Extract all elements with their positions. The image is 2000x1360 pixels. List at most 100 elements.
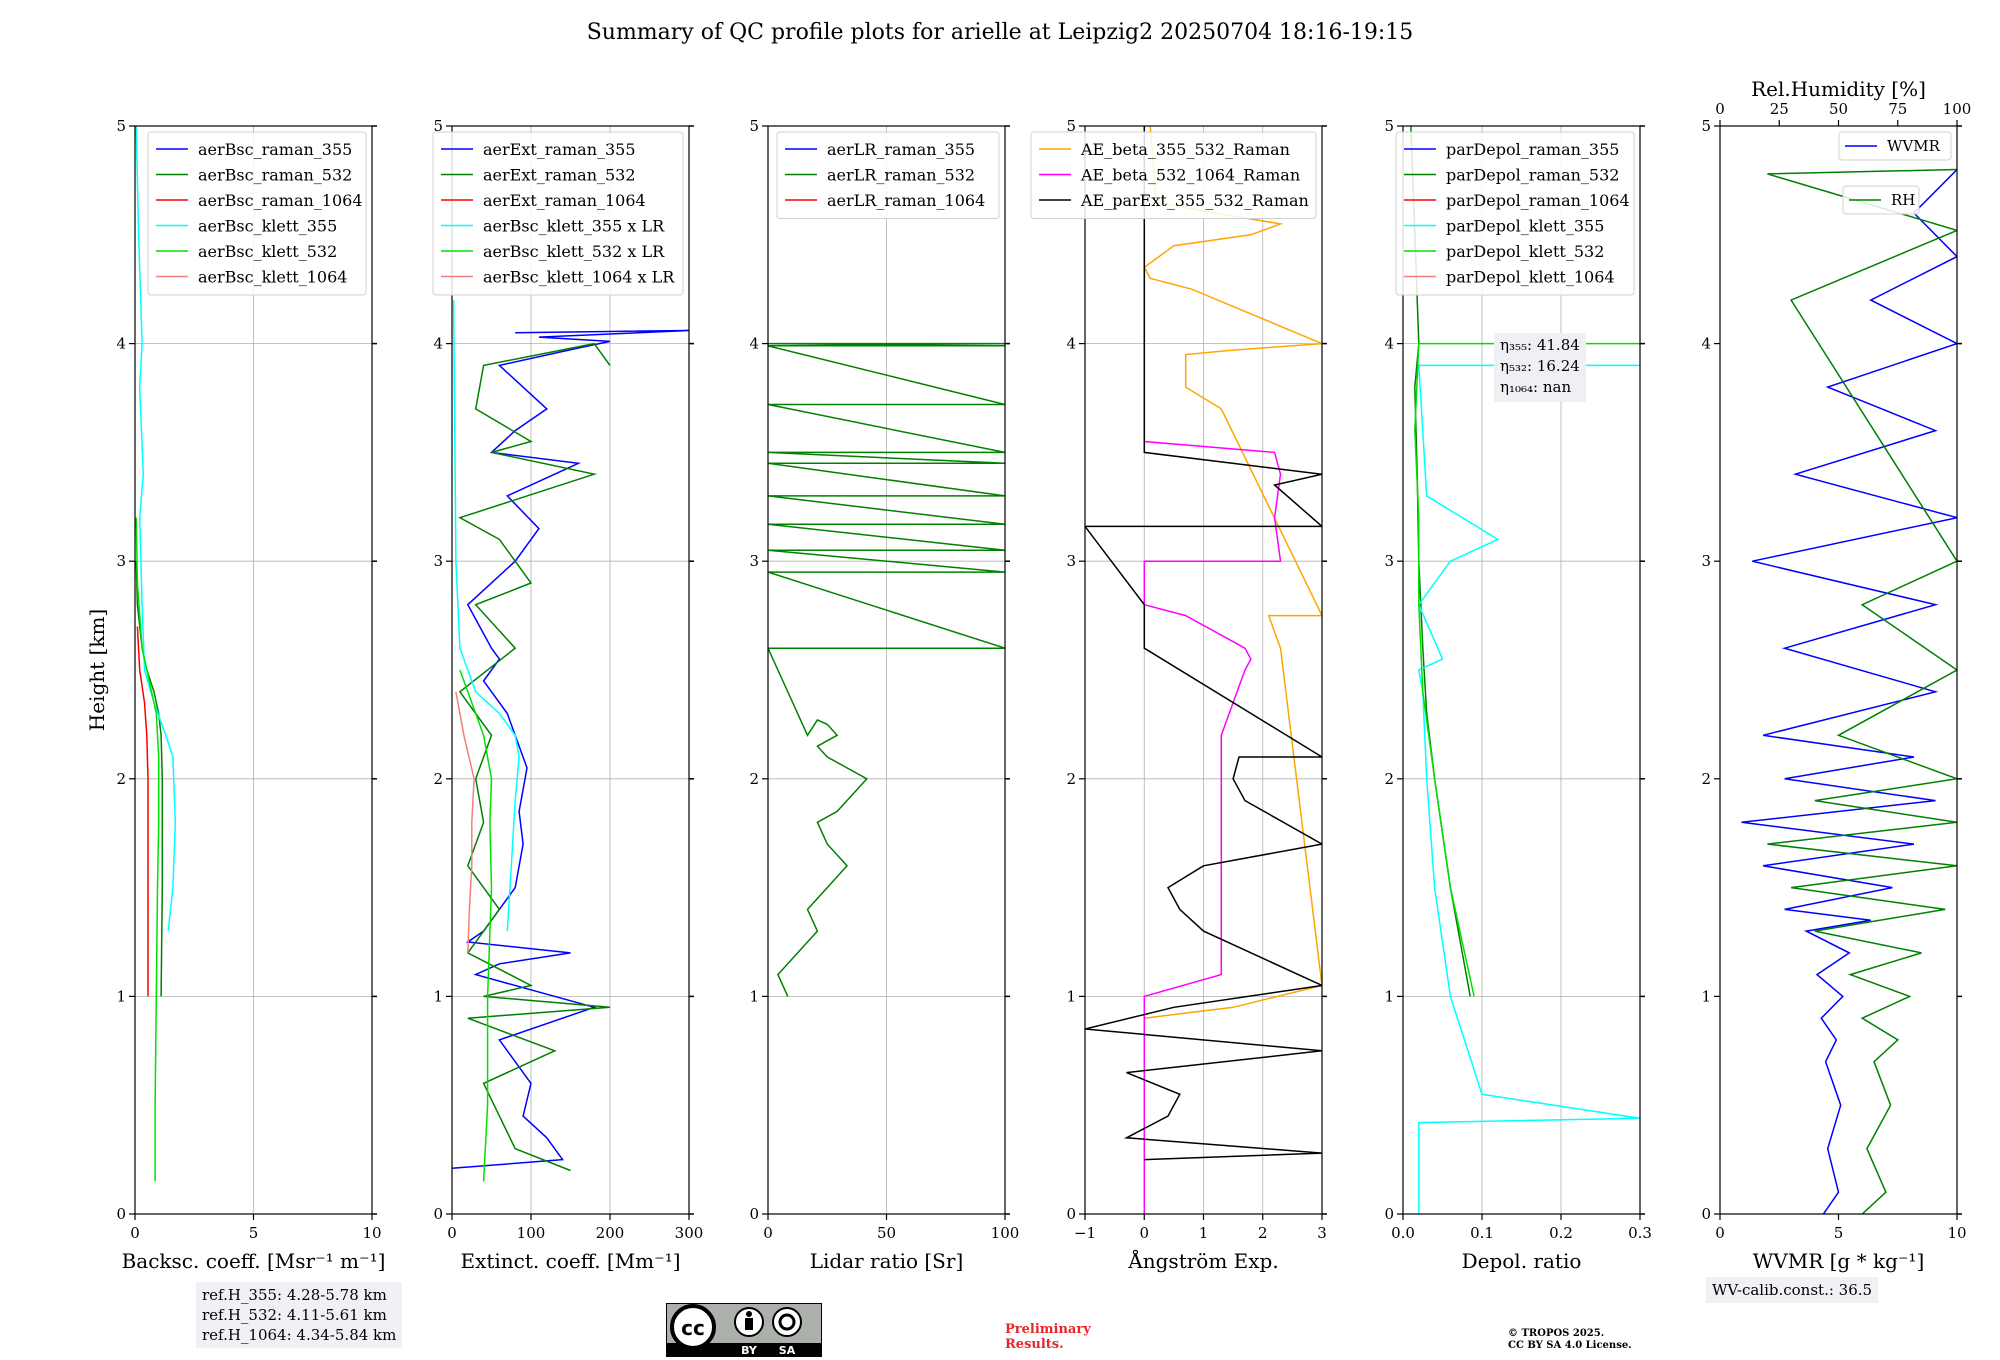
eta-355: η₃₅₅: 41.84 [1500, 336, 1580, 354]
legend: aerLR_raman_355 aerLR_raman_532 aerLR_rama… [776, 131, 1000, 219]
series-line-aerBsc_klett_1064 x LR [455, 691, 475, 953]
y-tick-label: 2 [749, 770, 759, 788]
preliminary-line-1: Preliminary [1005, 1322, 1091, 1337]
legend-label: parDepol_raman_1064 [1446, 191, 1630, 210]
eta-532: η₅₃₂: 16.24 [1500, 357, 1580, 375]
x-tick-label: 0.3 [1628, 1224, 1652, 1242]
y-tick-label: 0 [116, 1205, 126, 1223]
legend-label: aerBsc_raman_355 [198, 140, 352, 159]
x-tick-label: 0.2 [1549, 1224, 1573, 1242]
legend-label: aerBsc_klett_355 [198, 217, 337, 236]
x-tick-label: 300 [675, 1224, 704, 1242]
x2-tick-label: 75 [1888, 100, 1907, 118]
legend: parDepol_raman_355 parDepol_raman_532 parD… [1395, 131, 1635, 296]
legend-label: aerBsc_klett_1064 x LR [483, 268, 675, 287]
series-line-aerBsc_raman_532 [135, 561, 164, 997]
cc-icon [670, 1304, 716, 1350]
legend-label: aerExt_raman_1064 [483, 191, 646, 210]
y-axis-label: Height [km] [85, 609, 109, 731]
y-tick-label: 3 [749, 552, 759, 570]
x-tick-label: 0.1 [1470, 1224, 1494, 1242]
x-axis-label: Depol. ratio [1462, 1249, 1582, 1273]
x-tick-label: 50 [877, 1224, 896, 1242]
legend-label: parDepol_klett_532 [1446, 242, 1604, 261]
cc-badge-sa: SA [779, 1344, 796, 1357]
legend-label: aerExt_raman_355 [483, 140, 636, 159]
y-tick-label: 1 [1066, 987, 1076, 1005]
legend-WVMR: WVMR [1838, 131, 1952, 161]
legend-label: parDepol_klett_355 [1446, 217, 1604, 236]
cc-badge-left: cc [681, 1316, 705, 1340]
x2-tick-label: 0 [1715, 100, 1725, 118]
y-tick-label: 3 [1384, 552, 1394, 570]
panel-backscatter: 0 5 10 0 1 2 3 4 5 Backsc. coeff. [Msr⁻¹ m⁻¹] Heig… [85, 117, 385, 1273]
y-tick-label: 5 [749, 117, 759, 135]
x-tick-label: 10 [1947, 1224, 1966, 1242]
series-line-parDepol_klett_355 [1417, 364, 1640, 1214]
y-tick-label: 3 [116, 552, 126, 570]
x-tick-label: 1 [1199, 1224, 1209, 1242]
series-line-aerLR_raman_532 [768, 342, 1005, 997]
x-tick-label: 0 [130, 1224, 140, 1242]
y-tick-label: 2 [433, 770, 443, 788]
x-tick-label: 3 [1317, 1224, 1327, 1242]
axes-frame [1719, 125, 1958, 1215]
x2-tick-label: 50 [1829, 100, 1848, 118]
series-line-parDepol_klett_532 [1414, 342, 1640, 997]
ref-heights-box: ref.H_355: 4.28-5.78 km ref.H_532: 4.11-… [196, 1282, 403, 1348]
y-tick-label: 2 [1066, 770, 1076, 788]
y-tick-label: 4 [116, 335, 126, 353]
panel-depolarization: 0.0 0.1 0.2 0.3 0 1 2 3 4 5 Depol. ratio parDepol_r… [1384, 117, 1651, 1273]
y-tick-label: 1 [433, 987, 443, 1005]
y-tick-label: 0 [433, 1205, 443, 1223]
legend-label: WVMR [1887, 137, 1941, 155]
y-tick-label: 5 [116, 117, 126, 135]
ref-height-355: ref.H_355: 4.28-5.78 km [202, 1286, 387, 1304]
x-tick-label: 0.0 [1391, 1224, 1415, 1242]
cc-badge-by: BY [741, 1344, 758, 1357]
ref-height-1064: ref.H_1064: 4.34-5.84 km [202, 1326, 397, 1344]
x-tick-label: 0 [763, 1224, 773, 1242]
legend: aerExt_raman_355 aerExt_raman_532 aerExt_r… [432, 131, 684, 296]
y-tick-label: 5 [1066, 117, 1076, 135]
y-tick-label: 1 [116, 987, 126, 1005]
x-tick-label: 100 [991, 1224, 1020, 1242]
y-tick-label: 5 [433, 117, 443, 135]
preliminary-line-2: Results. [1005, 1337, 1064, 1352]
eta-box: η₃₅₅: 41.84 η₅₃₂: 16.24 η₁₀₆₄: nan [1494, 333, 1586, 402]
legend-frame [1030, 131, 1317, 219]
x-tick-label: 0 [1139, 1224, 1149, 1242]
y-tick-label: 2 [1701, 770, 1711, 788]
legend: aerBsc_raman_355 aerBsc_raman_532 aerBsc_r… [147, 131, 367, 296]
y-tick-label: 1 [749, 987, 759, 1005]
x-tick-label: 100 [517, 1224, 546, 1242]
axes-frame [451, 125, 690, 1215]
x-axis-label: Lidar ratio [Sr] [810, 1249, 964, 1273]
legend-label: aerBsc_klett_1064 [198, 268, 347, 287]
y-tick-label: 4 [1384, 335, 1394, 353]
x-tick-label: 0 [447, 1224, 457, 1242]
x2-axis-label: Rel.Humidity [%] [1751, 77, 1926, 101]
legend-label: aerLR_raman_532 [827, 166, 975, 185]
series-line-AE_parExt_355_532_Raman [1085, 126, 1322, 1161]
series-line-AE_beta_355_532_Raman [1143, 126, 1322, 1019]
legend-RH: RH [1842, 185, 1920, 215]
panel-lidar-ratio: 0 50 100 0 1 2 3 4 5 Lidar ratio [Sr] aerLR_raman_… [749, 117, 1019, 1273]
series-line-RH [1767, 168, 1957, 1214]
y-tick-label: 0 [749, 1205, 759, 1223]
y-tick-label: 0 [1701, 1205, 1711, 1223]
copyright-line-2: CC BY SA 4.0 License. [1508, 1340, 1632, 1351]
legend-frame [1395, 131, 1635, 296]
legend-label: parDepol_klett_1064 [1446, 268, 1615, 287]
y-tick-label: 3 [433, 552, 443, 570]
x-tick-label: −1 [1074, 1224, 1096, 1242]
series-line-aerBsc_klett_532 x LR [459, 669, 493, 1182]
legend-label: aerBsc_klett_355 x LR [483, 217, 665, 236]
axes-frame [1402, 125, 1641, 1215]
series-line-aerBsc_klett_532 [135, 517, 160, 1182]
preliminary-note: Preliminary Results. [1005, 1322, 1091, 1352]
y-tick-label: 2 [116, 770, 126, 788]
y-tick-label: 5 [1701, 117, 1711, 135]
